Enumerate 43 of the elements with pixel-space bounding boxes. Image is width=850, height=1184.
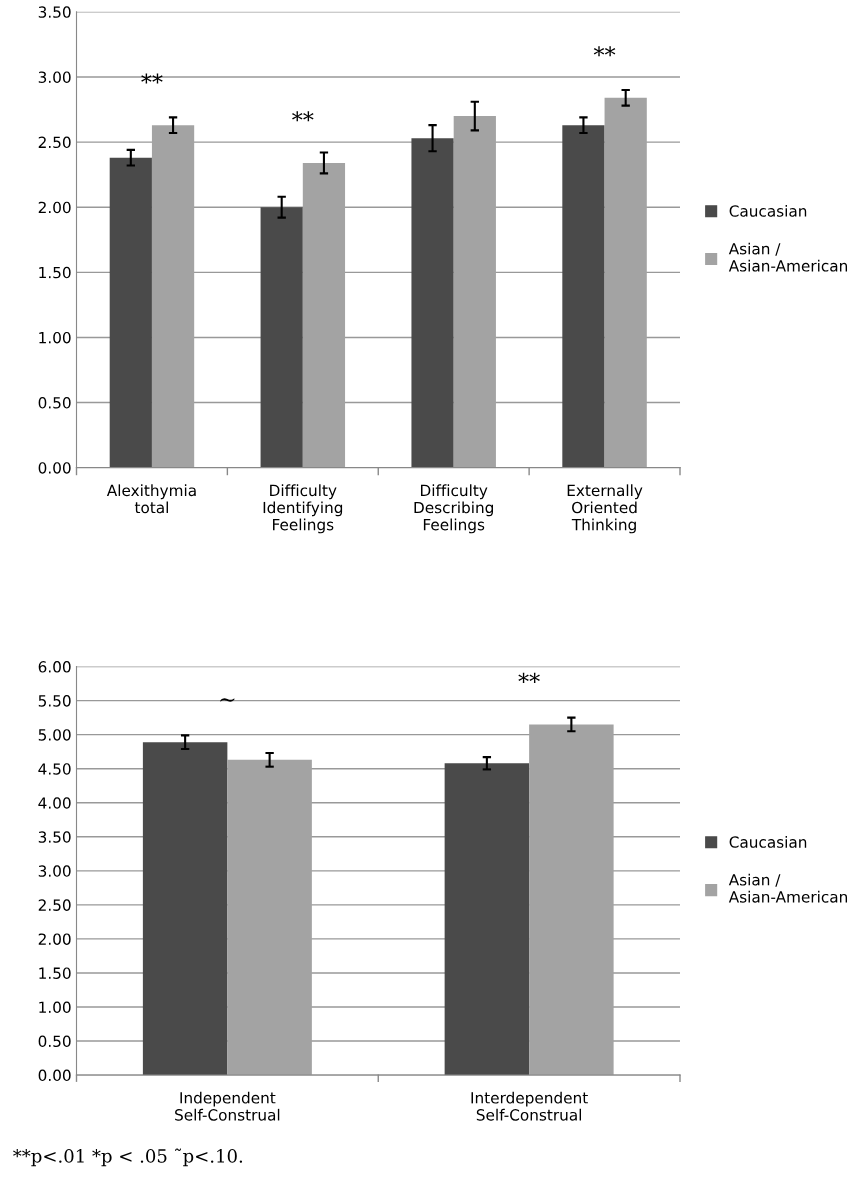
y-tick-label: 1.50	[39, 967, 71, 979]
y-tick-label: 1.50	[39, 266, 71, 279]
annotation: **	[292, 111, 314, 122]
legend-label: Caucasian	[729, 836, 807, 848]
bar	[411, 138, 454, 468]
x-tick-label: Difficulty Identifying Feelings	[263, 484, 343, 534]
legend-label: Asian / Asian-American	[728, 873, 848, 903]
y-tick-label: 2.50	[38, 136, 71, 149]
y-tick-label: 2.00	[38, 201, 71, 214]
legend-label: Caucasian	[729, 204, 807, 217]
y-tick-label: 0.50	[38, 1035, 71, 1048]
y-tick-label: 4.00	[38, 797, 71, 809]
annotation: **	[593, 46, 616, 57]
x-tick-label: Difficulty Describing Feelings	[414, 484, 493, 534]
bar	[444, 763, 530, 1076]
y-tick-label: 0.50	[38, 397, 71, 409]
y-tick-label: 4.50	[38, 763, 71, 775]
y-tick-label: 3.00	[38, 71, 71, 83]
y-tick-label: 1.00	[39, 1001, 71, 1014]
x-tick-label: Alexithymia total	[106, 484, 196, 514]
y-tick-label: 1.00	[39, 331, 71, 344]
y-tick-label: 3.50	[38, 831, 71, 843]
y-tick-label: 5.00	[38, 729, 71, 741]
x-tick-label: Interdependent Self-Construal	[471, 1091, 588, 1121]
y-tick-label: 0.00	[38, 1069, 71, 1082]
annotation: ~	[220, 698, 235, 702]
y-tick-label: 5.50	[38, 695, 71, 707]
bar	[109, 157, 152, 468]
bar	[260, 207, 303, 468]
legend-label: Asian / Asian-American	[728, 242, 848, 272]
bar	[562, 125, 605, 468]
y-tick-label: 3.00	[38, 865, 71, 877]
y-tick-label: 0.00	[38, 462, 71, 474]
x-tick-label: Independent Self-Construal	[175, 1091, 280, 1121]
annotation: **	[141, 73, 163, 84]
bar	[142, 742, 228, 1076]
y-tick-label: 3.50	[38, 6, 71, 18]
y-tick-label: 6.00	[38, 661, 71, 673]
y-tick-label: 2.50	[38, 899, 71, 911]
x-tick-label: Externally Oriented Thinking	[567, 484, 643, 534]
y-tick-label: 2.00	[38, 933, 71, 945]
annotation: **	[518, 672, 540, 683]
text: **p<.01 *p < .05 ˜p<.10.	[13, 1148, 243, 1167]
